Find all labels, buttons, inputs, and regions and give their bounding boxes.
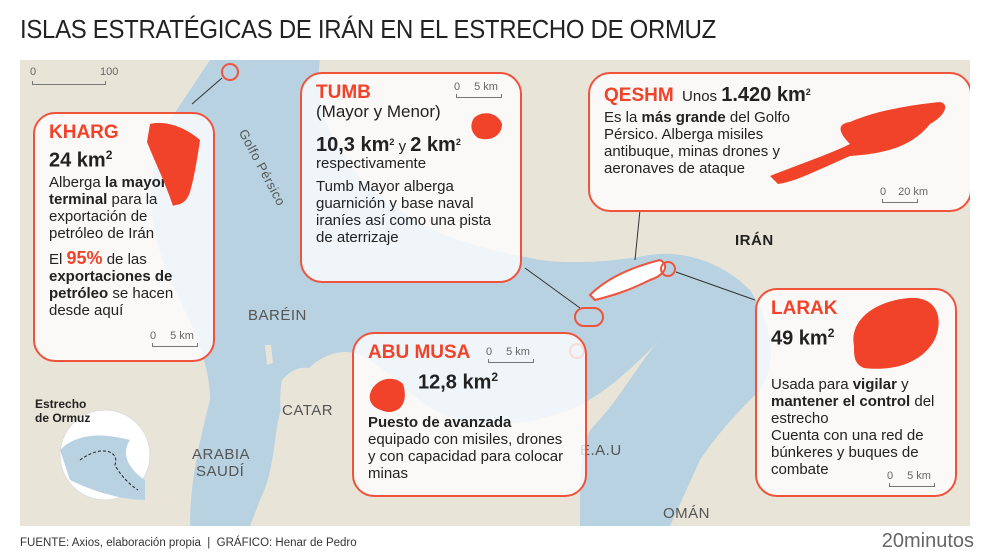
kharg-card: KHARG 24 km2 Alberga la mayor terminal p…: [33, 112, 215, 362]
label-iran: IRÁN: [735, 232, 774, 249]
larak-island-icon: [853, 297, 939, 369]
bahrain: [265, 345, 273, 365]
tumb-after: respectivamente: [316, 155, 427, 172]
brand-logo: 20minutos: [881, 530, 974, 552]
abumusa-name: ABU MUSA: [368, 342, 471, 363]
abumusa-area: 12,8 km2: [418, 370, 499, 394]
page-title: ISLAS ESTRATÉGICAS DE IRÁN EN EL ESTRECH…: [20, 14, 716, 44]
qatar: [280, 367, 327, 455]
abumusa-island-icon: [369, 378, 405, 412]
strait-line-1: Estrecho: [35, 397, 87, 411]
qeshm-header: QESHM Unos 1.420 km2: [604, 84, 811, 106]
tumb-subtitle: (Mayor y Menor): [316, 102, 441, 121]
label-bahrain: BARÉIN: [248, 307, 307, 324]
tumb-marker: [574, 307, 604, 327]
kharg-exports: El 95% de las exportaciones de petróleo …: [49, 247, 174, 319]
label-saudi-2: SAUDÍ: [196, 463, 245, 480]
scale-max: 100: [100, 66, 119, 78]
kharg-island-icon: [147, 122, 200, 206]
tumb-area: 10,3 km2 y 2 km2: [316, 134, 461, 156]
abumusa-card: ABU MUSA 12,8 km2 Puesto de avanzada equ…: [352, 332, 587, 497]
tumb-island-icon: [471, 113, 502, 140]
label-saudi-1: ARABIA: [192, 446, 251, 463]
qeshm-island-icon: [770, 102, 946, 184]
tumb-card: TUMB (Mayor y Menor) 10,3 km2 y 2 km2 re…: [300, 72, 522, 283]
kharg-name: KHARG: [49, 122, 119, 143]
larak-marker: [660, 261, 676, 277]
label-oman: OMÁN: [663, 505, 710, 522]
label-qatar: CATAR: [282, 402, 334, 419]
kharg-desc: Alberga la mayor terminal para la export…: [49, 173, 167, 242]
tumb-desc: Tumb Mayor alberga guarnición y base nav…: [316, 178, 492, 246]
qeshm-scale: 0 20 km: [880, 184, 928, 203]
larak-card: LARAK 49 km2 Usada para vigilar y manten…: [755, 288, 957, 497]
footer-source: FUENTE: Axios, elaboración propia | GRÁF…: [20, 537, 357, 549]
qeshm-card: QESHM Unos 1.420 km2 Es la más grande de…: [588, 72, 970, 212]
larak-desc-2: Cuenta con una red de búnkeres y buques …: [771, 426, 924, 478]
kharg-marker: [221, 63, 239, 81]
qeshm-island: [588, 258, 667, 302]
qeshm-desc: Es la más grande del Golfo Pérsico. Albe…: [604, 109, 790, 177]
scale-zero: 0: [30, 66, 37, 78]
larak-area: 49 km2: [771, 326, 835, 350]
larak-name: LARAK: [771, 298, 838, 319]
larak-desc: Usada para vigilar y mantener el control…: [771, 375, 935, 427]
map: 0 100 Golfo Pérsico BARÉIN CATAR ARABIA …: [20, 60, 970, 526]
abumusa-desc: Puesto de avanzada equipado con misiles,…: [368, 413, 564, 482]
tumb-name: TUMB: [316, 82, 371, 103]
strait-line-2: de Ormuz: [35, 411, 91, 425]
kharg-area: 24 km2: [49, 148, 113, 172]
label-strait: Estrecho de Ormuz: [35, 397, 90, 425]
label-uae: E.A.U: [580, 442, 622, 459]
map-scale: 0 100: [30, 66, 118, 85]
